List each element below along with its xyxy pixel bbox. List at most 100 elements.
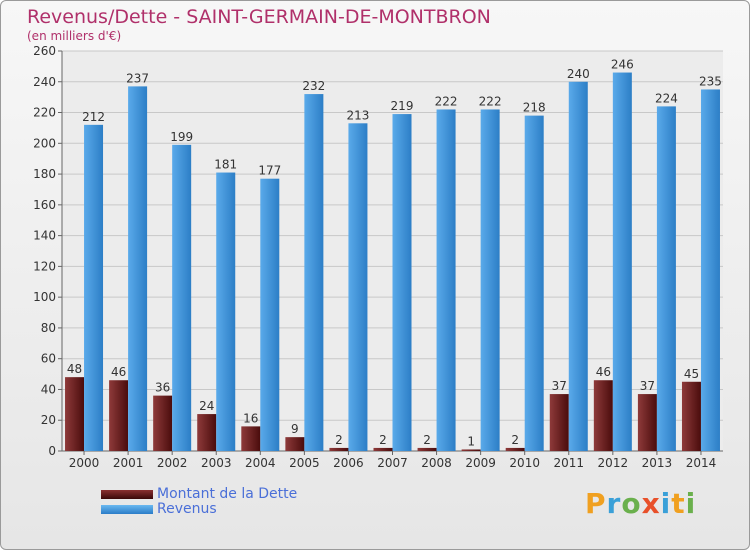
data-label-dette: 2: [379, 433, 387, 447]
bar-revenus: [392, 114, 412, 452]
data-label-revenus: 240: [567, 67, 590, 81]
bar-revenus: [436, 109, 456, 451]
data-label-dette: 36: [155, 381, 170, 395]
bar-dette: [285, 437, 305, 451]
bar-revenus: [84, 124, 104, 451]
data-label-dette: 46: [111, 365, 126, 379]
y-tick-label: 120: [33, 259, 56, 273]
bar-dette: [637, 394, 657, 451]
data-label-dette: 37: [640, 379, 655, 393]
bar-revenus: [172, 144, 192, 451]
data-label-revenus: 232: [302, 79, 325, 93]
data-label-dette: 46: [596, 365, 611, 379]
data-label-revenus: 246: [611, 58, 634, 72]
x-tick-label: 2004: [245, 456, 276, 470]
bar-dette: [109, 380, 129, 451]
x-tick-label: 2000: [69, 456, 100, 470]
data-label-dette: 37: [552, 379, 567, 393]
data-label-revenus: 222: [479, 94, 502, 108]
x-tick-label: 2014: [686, 456, 717, 470]
logo-letter: i: [685, 487, 697, 520]
x-tick-label: 2010: [509, 456, 540, 470]
data-label-revenus: 212: [82, 110, 105, 124]
bar-dette: [417, 447, 437, 451]
bar-dette: [153, 395, 173, 451]
logo-letter: r: [606, 487, 622, 520]
bar-dette: [329, 447, 349, 451]
data-label-revenus: 218: [523, 101, 546, 115]
x-tick-label: 2002: [157, 456, 188, 470]
x-tick-label: 2008: [421, 456, 452, 470]
bar-dette: [241, 426, 261, 451]
bar-revenus: [480, 109, 500, 451]
y-tick-label: 60: [41, 352, 56, 366]
x-tick-label: 2011: [553, 456, 584, 470]
y-tick-label: 40: [41, 382, 56, 396]
bar-revenus: [568, 81, 588, 452]
data-label-revenus: 181: [214, 158, 237, 172]
bar-dette: [65, 377, 85, 451]
x-tick-label: 2013: [642, 456, 673, 470]
bar-dette: [549, 394, 569, 451]
legend-swatch-revenus: [101, 505, 153, 514]
bar-dette: [461, 449, 481, 451]
data-label-revenus: 213: [346, 108, 369, 122]
logo-letter: t: [671, 487, 686, 520]
chart-title: Revenus/Dette - SAINT-GERMAIN-DE-MONTBRO…: [27, 6, 491, 28]
data-label-dette: 16: [243, 411, 258, 425]
data-label-dette: 45: [684, 367, 699, 381]
y-tick-label: 20: [41, 413, 56, 427]
data-label-revenus: 222: [435, 94, 458, 108]
data-label-revenus: 224: [655, 91, 678, 105]
data-label-dette: 2: [335, 433, 343, 447]
bar-revenus: [304, 94, 324, 452]
data-label-revenus: 219: [391, 99, 414, 113]
x-tick-label: 2009: [465, 456, 496, 470]
logo-letter: o: [621, 487, 642, 520]
y-tick-label: 220: [33, 106, 56, 120]
bar-dette: [197, 414, 217, 451]
bar-dette: [593, 380, 613, 451]
proxiti-logo: Proxiti: [585, 487, 696, 520]
bar-revenus: [612, 72, 632, 452]
legend-label-revenus: Revenus: [157, 501, 217, 517]
x-tick-label: 2006: [333, 456, 364, 470]
bar-revenus: [700, 89, 720, 451]
data-label-revenus: 235: [699, 74, 722, 88]
bar-revenus: [524, 115, 544, 451]
y-tick-label: 80: [41, 321, 56, 335]
bar-revenus: [128, 86, 148, 451]
y-tick-label: 200: [33, 136, 56, 150]
data-label-dette: 1: [467, 434, 475, 448]
bar-dette: [505, 447, 525, 451]
legend-swatch-dette: [101, 490, 153, 499]
bar-dette: [681, 381, 701, 451]
bar-revenus: [656, 106, 676, 451]
data-label-dette: 9: [291, 422, 299, 436]
chart-subtitle: (en milliers d'€): [27, 29, 122, 43]
x-tick-label: 2007: [377, 456, 408, 470]
data-label-dette: 48: [67, 362, 82, 376]
y-tick-label: 0: [48, 444, 56, 458]
logo-letter: i: [660, 487, 672, 520]
y-tick-label: 100: [33, 290, 56, 304]
legend-label-dette: Montant de la Dette: [157, 486, 298, 502]
y-tick-label: 160: [33, 198, 56, 212]
y-tick-label: 240: [33, 75, 56, 89]
bar-revenus: [348, 123, 368, 452]
logo-letter: x: [641, 487, 661, 520]
data-label-revenus: 199: [170, 130, 193, 144]
x-tick-label: 2012: [598, 456, 629, 470]
y-tick-label: 260: [33, 44, 56, 58]
logo-letter: P: [585, 487, 607, 520]
x-tick-label: 2005: [289, 456, 320, 470]
data-label-revenus: 237: [126, 71, 149, 85]
data-label-dette: 2: [511, 433, 519, 447]
data-label-dette: 24: [199, 399, 214, 413]
data-label-dette: 2: [423, 433, 431, 447]
bar-dette: [373, 447, 393, 451]
bar-revenus: [260, 178, 280, 451]
data-label-revenus: 177: [258, 164, 281, 178]
